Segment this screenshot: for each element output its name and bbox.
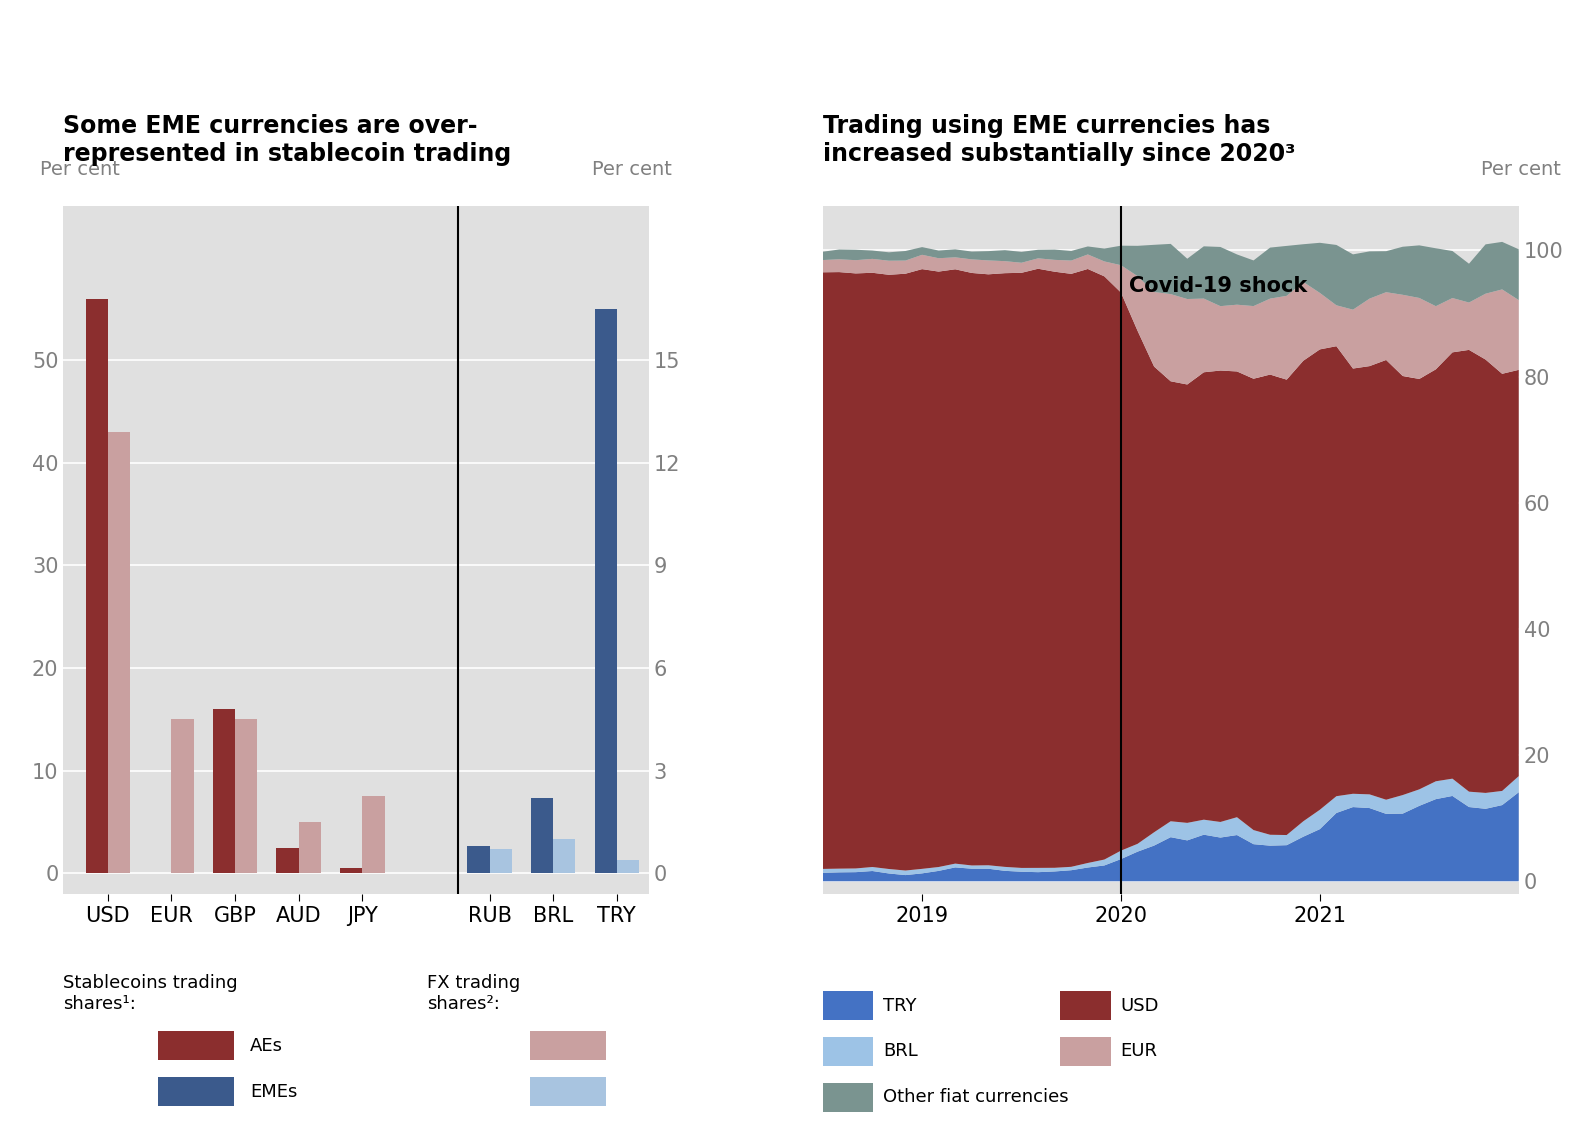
Bar	[171, 720, 193, 873]
Bar	[554, 839, 576, 873]
Bar	[532, 798, 554, 873]
Bar	[467, 846, 489, 873]
Text: Stablecoins trading
shares¹:: Stablecoins trading shares¹:	[63, 974, 237, 1013]
Text: EUR: EUR	[1120, 1043, 1156, 1060]
Text: Some EME currencies are over-
represented in stablecoin trading: Some EME currencies are over- represente…	[63, 115, 511, 166]
Bar	[236, 720, 258, 873]
Bar	[214, 709, 236, 873]
Bar	[340, 869, 362, 873]
Bar	[85, 299, 108, 873]
Text: Other fiat currencies: Other fiat currencies	[883, 1089, 1068, 1106]
Bar	[299, 822, 321, 873]
Text: EMEs: EMEs	[250, 1083, 297, 1100]
Text: Per cent: Per cent	[40, 159, 120, 179]
Text: AEs: AEs	[250, 1037, 283, 1054]
Bar	[362, 796, 384, 873]
Text: Per cent: Per cent	[1481, 159, 1560, 179]
Text: BRL: BRL	[883, 1043, 918, 1060]
Text: Per cent: Per cent	[592, 159, 672, 179]
Text: USD: USD	[1120, 997, 1158, 1014]
Text: Trading using EME currencies has
increased substantially since 2020³: Trading using EME currencies has increas…	[823, 115, 1296, 166]
Text: TRY: TRY	[883, 997, 916, 1014]
Text: FX trading
shares²:: FX trading shares²:	[427, 974, 520, 1013]
Bar	[595, 309, 617, 873]
Bar	[489, 849, 513, 873]
Bar	[277, 848, 299, 873]
Bar	[108, 432, 130, 873]
Bar	[617, 860, 639, 873]
Text: Covid-19 shock: Covid-19 shock	[1130, 276, 1307, 296]
